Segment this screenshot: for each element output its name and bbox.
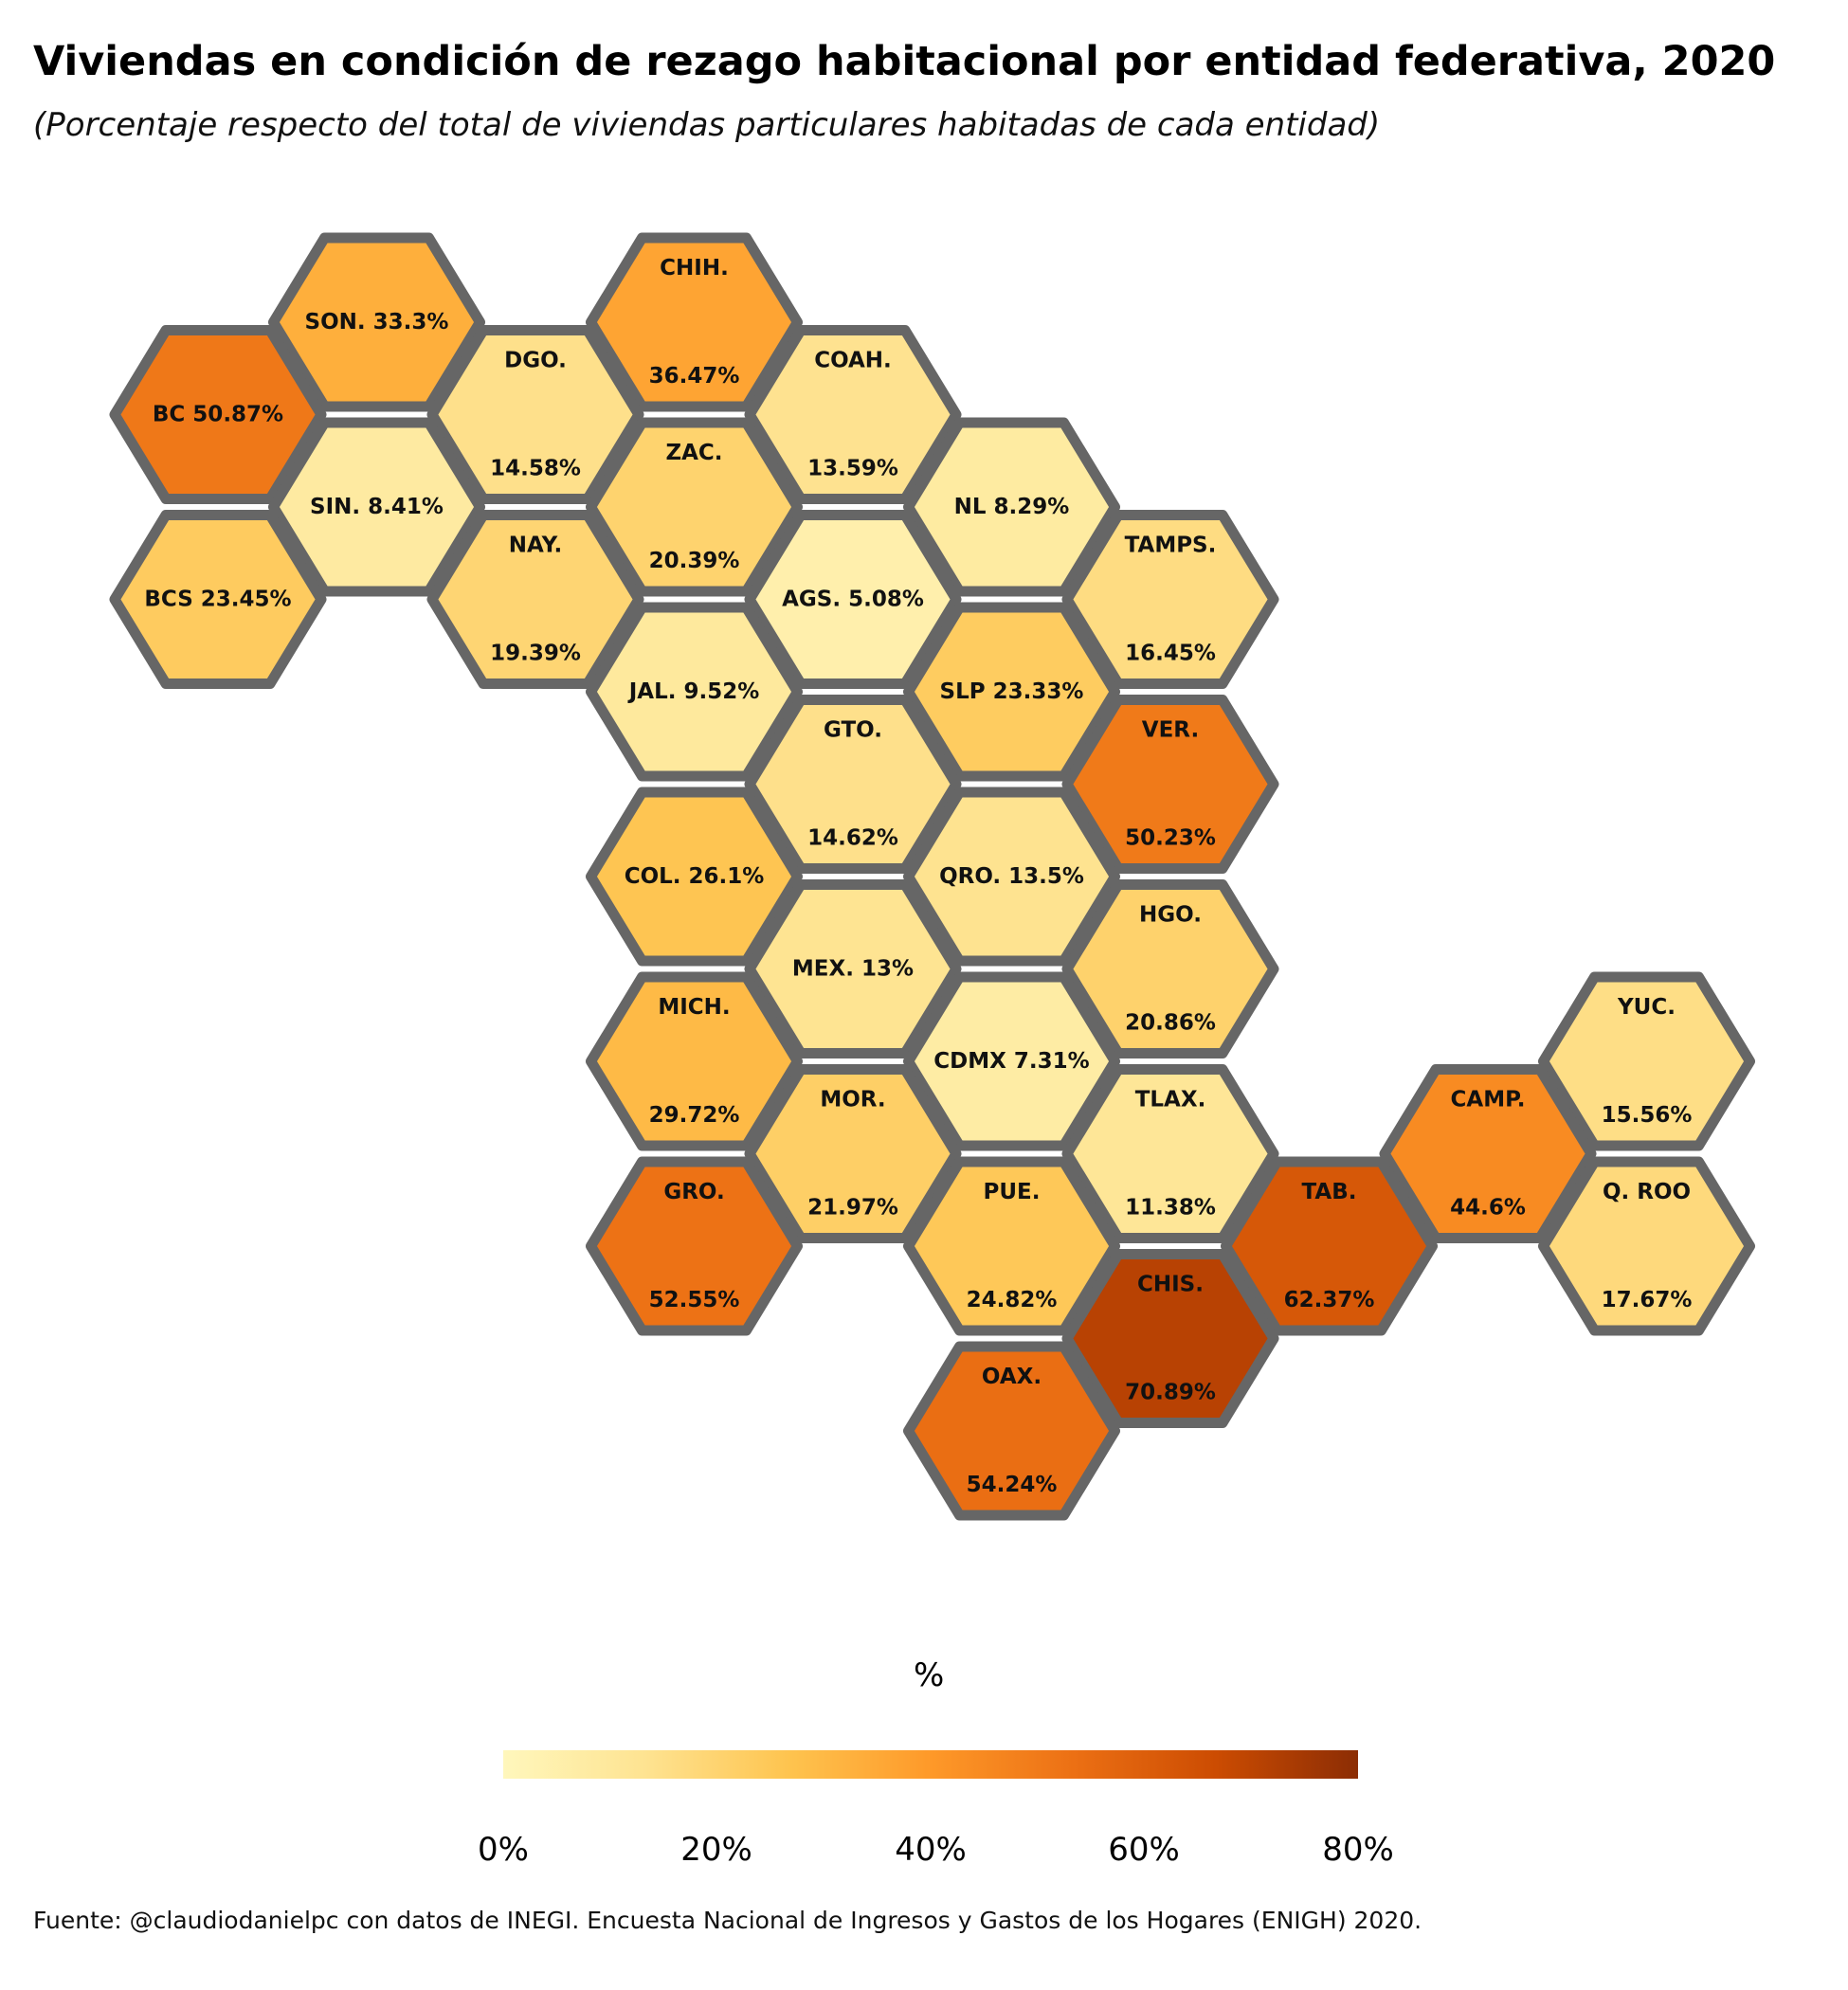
hex-tile [586,602,803,782]
hex-label: MOR. [820,1088,885,1113]
hex-label: MICH. [658,995,730,1020]
hex-tile [1061,1249,1279,1428]
hex-label: 20.86% [1125,1011,1216,1036]
hex-label: 29.72% [649,1103,740,1128]
hex-label: YUC. [1617,995,1676,1020]
hex-label: 14.62% [807,826,898,851]
hex-label: 36.47% [649,364,740,389]
hex-tile [268,232,485,412]
hex-label: CHIS. [1137,1273,1204,1297]
hex-label: MEX. 13% [792,957,914,982]
hex-label: OAX. [982,1365,1042,1389]
hex-label: CAMP. [1451,1088,1526,1113]
hex-label: COAH. [814,349,892,373]
legend-color-bar [503,1750,1358,1779]
hex-label: 16.45% [1125,642,1216,666]
hex-tile [109,325,327,504]
hex-label: QRO. 13.5% [939,864,1084,889]
hex-tile [1221,1156,1438,1336]
hex-label: HGO. [1139,903,1202,928]
legend-title: % [914,1656,945,1694]
hex-label: CHIH. [660,256,729,280]
legend-tick-label: 60% [1108,1831,1180,1869]
hex-label: ZAC. [665,441,722,465]
hex-tile-map: SON. 33.3% CHIH. 36.47% BC 50.87% DGO. 14.58%… [109,232,1755,1521]
hex-tile [1061,879,1279,1058]
hex-label: TAB. [1302,1180,1357,1204]
hex-label: 17.67% [1602,1288,1693,1312]
hex-label: CDMX 7.31% [933,1049,1089,1074]
hex-label: 13.59% [807,457,898,481]
hex-tile [744,1064,962,1243]
hex-tile [1538,1156,1755,1336]
hex-tile [903,417,1120,597]
hex-label: VER. [1142,718,1199,743]
hex-tile [744,879,962,1058]
hex-tile [744,325,962,504]
hex-label: 20.39% [649,549,740,573]
hex-label: AGS. 5.08% [782,588,924,612]
hex-tile [1061,695,1279,874]
hex-tile [1538,971,1755,1151]
legend-tick-label: 40% [895,1831,967,1869]
hex-tile [586,232,803,412]
hex-label: SLP 23.33% [940,679,1084,704]
hex-tile [109,510,327,689]
hex-label: 19.39% [490,642,581,666]
hex-label: Q. ROO [1603,1180,1691,1204]
hex-tile [903,787,1120,967]
hex-tile [586,417,803,597]
hex-label: DGO. [504,349,567,373]
hex-label: 70.89% [1125,1381,1216,1405]
hex-label: BCS 23.45% [144,588,291,612]
hex-tile [1379,1064,1597,1243]
hex-label: SON. 33.3% [305,310,449,335]
legend-tick-label: 20% [680,1831,752,1869]
hex-tile [1061,510,1279,689]
hex-label: NL 8.29% [954,495,1070,519]
hex-label: BC 50.87% [153,403,283,427]
hex-label: TLAX. [1135,1088,1206,1113]
hex-label: 14.58% [490,457,581,481]
hex-tile [1061,1064,1279,1243]
source-note: Fuente: @claudiodanielpc con datos de IN… [33,1907,1422,1934]
hex-label: SIN. 8.41% [310,495,444,519]
hex-tile [903,602,1120,782]
hex-label: 15.56% [1602,1103,1693,1128]
hex-label: 54.24% [967,1473,1058,1497]
hex-label: JAL. 9.52% [627,679,760,704]
hex-label: 62.37% [1284,1288,1375,1312]
legend-tick-label: 0% [478,1831,529,1869]
hex-label: NAY. [509,534,562,558]
hex-label: TAMPS. [1125,534,1217,558]
hex-tile [426,510,644,689]
hex-tile [586,1156,803,1336]
hex-tile [426,325,644,504]
hex-tile [586,787,803,967]
legend-tick-label: 80% [1322,1831,1394,1869]
hex-tile [903,1341,1120,1521]
hex-label: 52.55% [649,1288,740,1312]
hex-tile [268,417,485,597]
hex-tile [744,510,962,689]
hex-tile [903,1156,1120,1336]
hex-label: 21.97% [807,1196,898,1221]
hex-tile [586,971,803,1151]
hex-label: GTO. [824,718,882,743]
hex-label: 24.82% [967,1288,1058,1312]
hex-label: PUE. [984,1180,1041,1204]
hex-label: 44.6% [1450,1196,1526,1221]
chart-title: Viviendas en condición de rezago habitac… [33,38,1776,85]
hex-label: GRO. [663,1180,724,1204]
hex-tile [744,695,962,874]
hex-label: 11.38% [1125,1196,1216,1221]
hex-label: COL. 26.1% [625,864,765,889]
chart-subtitle: (Porcentaje respecto del total de vivien… [33,106,1381,144]
hex-label: 50.23% [1125,826,1216,851]
hex-tile [903,971,1120,1151]
